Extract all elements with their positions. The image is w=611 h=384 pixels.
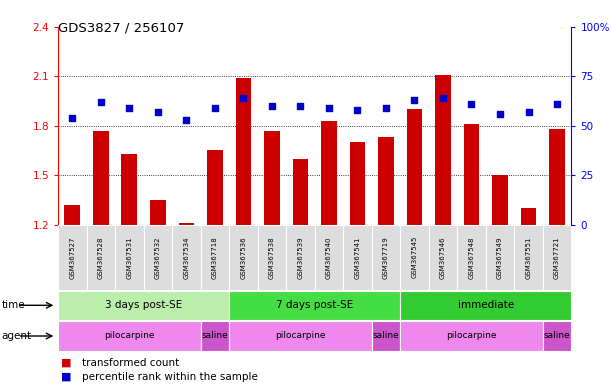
FancyBboxPatch shape bbox=[371, 321, 400, 351]
Text: GSM367545: GSM367545 bbox=[411, 236, 417, 278]
Point bbox=[238, 95, 248, 101]
Text: GSM367528: GSM367528 bbox=[98, 236, 104, 278]
Point bbox=[267, 103, 277, 109]
Bar bbox=[321, 121, 337, 225]
Bar bbox=[264, 131, 280, 225]
Point bbox=[210, 105, 220, 111]
FancyBboxPatch shape bbox=[286, 225, 315, 290]
Point bbox=[409, 97, 419, 103]
FancyBboxPatch shape bbox=[514, 225, 543, 290]
Text: GDS3827 / 256107: GDS3827 / 256107 bbox=[58, 21, 185, 34]
Text: pilocarpine: pilocarpine bbox=[275, 331, 326, 341]
FancyBboxPatch shape bbox=[315, 225, 343, 290]
Text: GSM367536: GSM367536 bbox=[240, 236, 246, 279]
Bar bbox=[236, 78, 251, 225]
Text: ■: ■ bbox=[61, 372, 71, 382]
FancyBboxPatch shape bbox=[58, 321, 200, 351]
FancyBboxPatch shape bbox=[229, 291, 400, 320]
Text: GSM367541: GSM367541 bbox=[354, 236, 360, 278]
Text: agent: agent bbox=[1, 331, 31, 341]
Text: time: time bbox=[1, 300, 25, 310]
Text: pilocarpine: pilocarpine bbox=[104, 331, 155, 341]
Point bbox=[438, 95, 448, 101]
Point bbox=[353, 107, 362, 113]
Text: GSM367538: GSM367538 bbox=[269, 236, 275, 279]
Text: percentile rank within the sample: percentile rank within the sample bbox=[82, 372, 258, 382]
FancyBboxPatch shape bbox=[400, 321, 543, 351]
Text: GSM367527: GSM367527 bbox=[69, 236, 75, 278]
Point bbox=[181, 117, 191, 123]
FancyBboxPatch shape bbox=[229, 321, 371, 351]
Text: GSM367721: GSM367721 bbox=[554, 236, 560, 279]
Text: GSM367534: GSM367534 bbox=[183, 236, 189, 278]
Point bbox=[495, 111, 505, 117]
Bar bbox=[407, 109, 422, 225]
Text: immediate: immediate bbox=[458, 300, 514, 310]
Text: 7 days post-SE: 7 days post-SE bbox=[276, 300, 353, 310]
Text: GSM367551: GSM367551 bbox=[525, 236, 532, 278]
Bar bbox=[93, 131, 109, 225]
Bar bbox=[378, 137, 394, 225]
FancyBboxPatch shape bbox=[457, 225, 486, 290]
Text: GSM367718: GSM367718 bbox=[212, 236, 218, 279]
FancyBboxPatch shape bbox=[200, 225, 229, 290]
FancyBboxPatch shape bbox=[400, 291, 571, 320]
FancyBboxPatch shape bbox=[486, 225, 514, 290]
Text: GSM367719: GSM367719 bbox=[383, 236, 389, 279]
Text: GSM367549: GSM367549 bbox=[497, 236, 503, 278]
Text: pilocarpine: pilocarpine bbox=[446, 331, 497, 341]
FancyBboxPatch shape bbox=[400, 225, 429, 290]
FancyBboxPatch shape bbox=[58, 225, 87, 290]
Text: saline: saline bbox=[373, 331, 400, 341]
Text: ■: ■ bbox=[61, 358, 71, 368]
Text: saline: saline bbox=[544, 331, 571, 341]
Point bbox=[324, 105, 334, 111]
FancyBboxPatch shape bbox=[229, 225, 258, 290]
FancyBboxPatch shape bbox=[87, 225, 115, 290]
Text: GSM367540: GSM367540 bbox=[326, 236, 332, 278]
Bar bbox=[521, 208, 536, 225]
FancyBboxPatch shape bbox=[429, 225, 457, 290]
Bar bbox=[150, 200, 166, 225]
Bar bbox=[65, 205, 80, 225]
FancyBboxPatch shape bbox=[144, 225, 172, 290]
Bar bbox=[435, 74, 451, 225]
FancyBboxPatch shape bbox=[115, 225, 144, 290]
Text: 3 days post-SE: 3 days post-SE bbox=[105, 300, 182, 310]
Text: transformed count: transformed count bbox=[82, 358, 180, 368]
Bar bbox=[349, 142, 365, 225]
FancyBboxPatch shape bbox=[343, 225, 371, 290]
Bar bbox=[492, 175, 508, 225]
Point bbox=[153, 109, 163, 115]
FancyBboxPatch shape bbox=[58, 291, 229, 320]
Point bbox=[381, 105, 391, 111]
Bar bbox=[549, 129, 565, 225]
FancyBboxPatch shape bbox=[172, 225, 200, 290]
Text: GSM367539: GSM367539 bbox=[298, 236, 304, 279]
Text: GSM367532: GSM367532 bbox=[155, 236, 161, 278]
Point bbox=[524, 109, 533, 115]
FancyBboxPatch shape bbox=[200, 321, 229, 351]
Point bbox=[125, 105, 134, 111]
Bar bbox=[207, 151, 223, 225]
Bar bbox=[464, 124, 480, 225]
FancyBboxPatch shape bbox=[258, 225, 286, 290]
Point bbox=[552, 101, 562, 107]
Text: GSM367546: GSM367546 bbox=[440, 236, 446, 278]
FancyBboxPatch shape bbox=[543, 321, 571, 351]
Point bbox=[467, 101, 477, 107]
Point bbox=[296, 103, 306, 109]
FancyBboxPatch shape bbox=[543, 225, 571, 290]
Point bbox=[67, 115, 77, 121]
Bar bbox=[178, 223, 194, 225]
Text: GSM367531: GSM367531 bbox=[126, 236, 133, 279]
Point bbox=[96, 99, 106, 105]
Bar bbox=[293, 159, 309, 225]
FancyBboxPatch shape bbox=[371, 225, 400, 290]
Text: GSM367548: GSM367548 bbox=[469, 236, 475, 278]
Bar bbox=[122, 154, 137, 225]
Text: saline: saline bbox=[202, 331, 229, 341]
